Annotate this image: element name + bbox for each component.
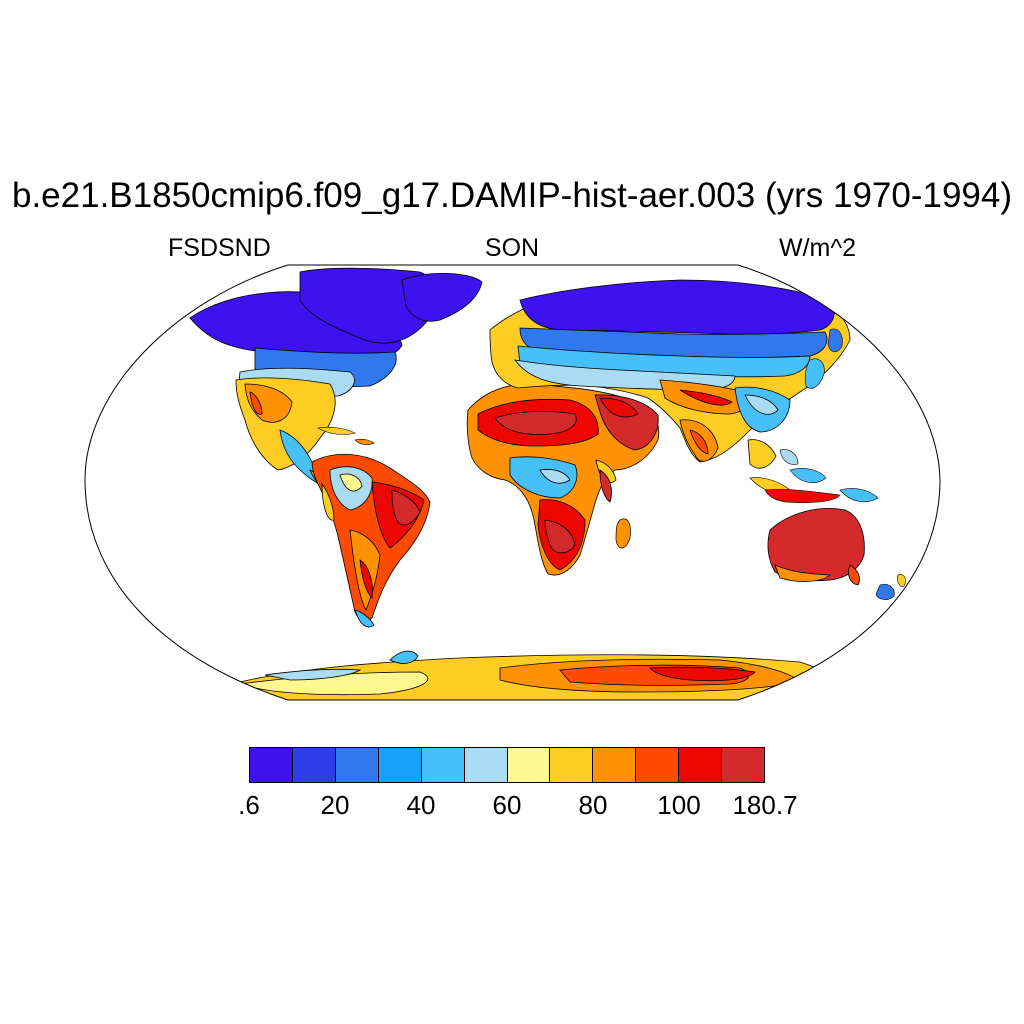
map-title: b.e21.B1850cmip6.f09_g17.DAMIP-hist-aer.… — [11, 176, 1013, 215]
colorbar-swatch — [636, 748, 680, 782]
south-america — [311, 453, 431, 628]
caribbean-islands — [317, 426, 375, 445]
north-america — [189, 267, 439, 489]
new-zealand — [875, 574, 906, 600]
colorbar-swatch — [378, 748, 422, 782]
colorbar-tick-label: 20 — [320, 790, 350, 820]
greenland — [401, 273, 483, 322]
eurasia — [489, 279, 851, 469]
units-label: W/m^2 — [778, 234, 856, 262]
maritime-continent — [749, 449, 879, 504]
madagascar — [615, 518, 631, 549]
colorbar — [249, 747, 765, 783]
variable-label: FSDSND — [168, 234, 271, 262]
colorbar-tick-label: 180.7 — [732, 790, 798, 820]
colorbar-swatch — [464, 748, 508, 782]
colorbar-swatch — [593, 748, 637, 782]
season-label: SON — [484, 234, 540, 262]
colorbar-tick-label: 100 — [657, 790, 701, 820]
colorbar-swatch — [292, 748, 336, 782]
colorbar-swatch — [507, 748, 551, 782]
globe-outline — [84, 264, 941, 701]
australia — [767, 508, 865, 586]
colorbar-tick-label: .6 — [238, 790, 260, 820]
colorbar-tick-label: 60 — [492, 790, 522, 820]
japan — [804, 358, 825, 389]
colorbar-swatch — [550, 748, 594, 782]
colorbar-swatch — [722, 748, 765, 782]
colorbar-swatch — [250, 748, 293, 782]
kamchatka — [827, 328, 843, 353]
africa-middle-east — [466, 383, 660, 576]
colorbar-swatch — [335, 748, 379, 782]
colorbar-tick-label: 40 — [406, 790, 436, 820]
colorbar-tick-label: 80 — [578, 790, 608, 820]
colorbar-labels: .6 20 40 60 80 100 180.7 — [0, 790, 1024, 830]
colorbar-swatch — [679, 748, 723, 782]
colorbar-swatch — [421, 748, 465, 782]
